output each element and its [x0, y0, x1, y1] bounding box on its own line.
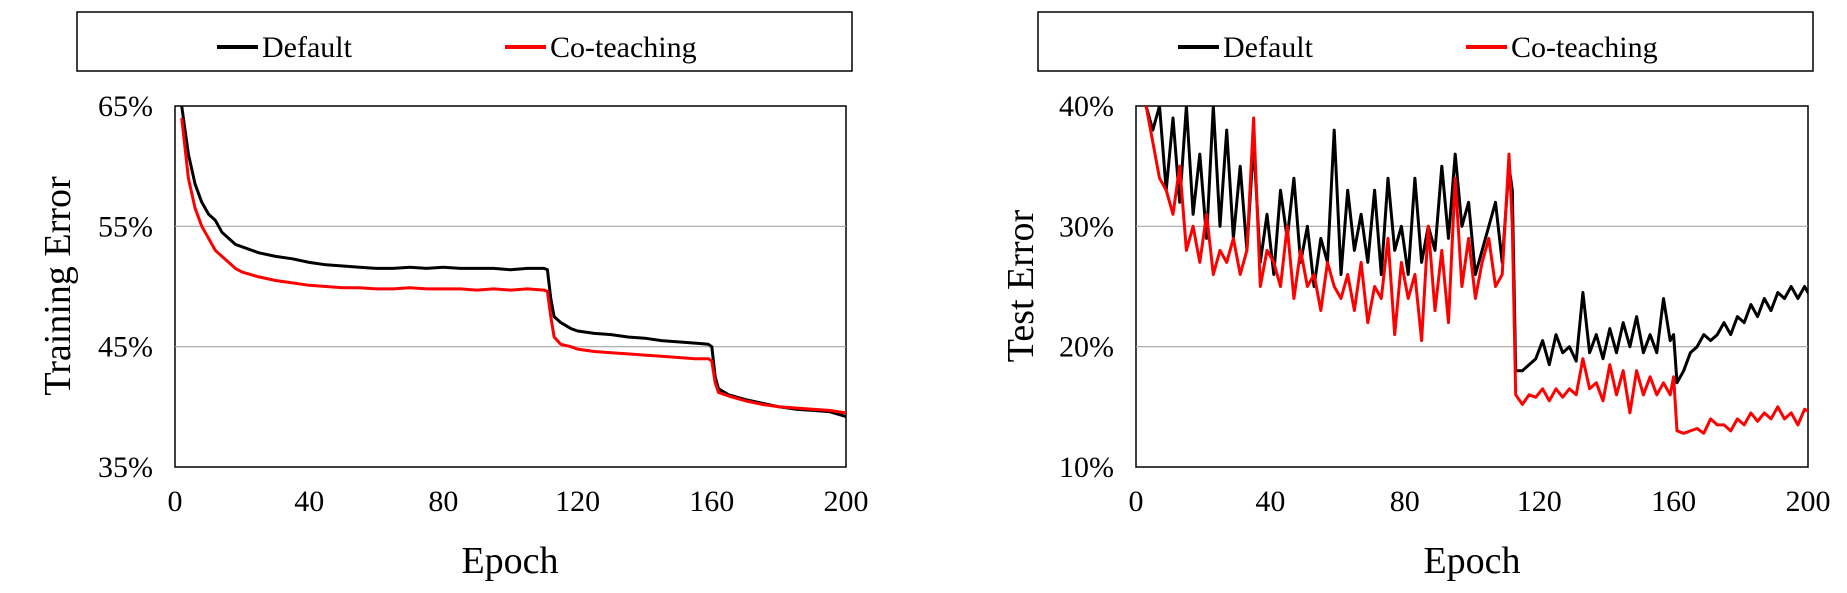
legend-box [1037, 11, 1814, 72]
test-error-chart: Default Co-teaching 10% 20% 30% 40% 0 40 80 12… [1000, 11, 1831, 582]
legend-label-default: Default [262, 31, 353, 64]
legend-box [76, 11, 853, 72]
series-lines [180, 106, 846, 418]
y-tick-label: 40% [1059, 90, 1114, 123]
series-lines [1144, 106, 1808, 435]
x-tick-label: 0 [168, 485, 183, 518]
x-tick-label: 120 [555, 485, 600, 518]
y-tick-label: 35% [98, 451, 153, 484]
x-tick-label: 120 [1517, 485, 1562, 518]
gridlines [175, 225, 846, 348]
plot-area [1135, 105, 1809, 468]
x-tick-label: 160 [1651, 485, 1696, 518]
x-tick-label: 40 [1255, 485, 1285, 518]
x-tick-label: 80 [428, 485, 458, 518]
y-tick-label: 45% [98, 331, 153, 364]
legend-label-default: Default [1223, 31, 1314, 64]
y-tick-label: 55% [98, 210, 153, 243]
x-axis-label: Epoch [1423, 540, 1520, 582]
legend-label-co-teaching: Co-teaching [550, 31, 697, 64]
x-tick-labels: 0 40 80 120 160 200 [1129, 485, 1831, 518]
y-axis-label: Test Error [1000, 209, 1042, 362]
series-line-co-teaching [1144, 106, 1808, 435]
x-tick-label: 80 [1390, 485, 1420, 518]
x-tick-label: 200 [824, 485, 869, 518]
y-tick-label: 30% [1059, 210, 1114, 243]
legend-label-co-teaching: Co-teaching [1511, 31, 1658, 64]
y-tick-label: 65% [98, 90, 153, 123]
series-line-co-teaching [180, 117, 846, 415]
y-tick-labels: 35% 45% 55% 65% [98, 90, 153, 484]
y-tick-labels: 10% 20% 30% 40% [1059, 90, 1114, 484]
x-tick-label: 160 [689, 485, 734, 518]
series-line-default [180, 106, 846, 418]
training-error-chart: Default Co-teaching 35% 45% 55% 65% 0 40 80 12… [37, 11, 869, 582]
y-axis-label: Training Error [37, 176, 79, 396]
x-tick-label: 200 [1786, 485, 1831, 518]
x-tick-label: 0 [1129, 485, 1144, 518]
x-tick-labels: 0 40 80 120 160 200 [168, 485, 869, 518]
x-tick-label: 40 [294, 485, 324, 518]
y-tick-label: 20% [1059, 331, 1114, 364]
x-axis-label: Epoch [461, 540, 558, 582]
plot-area [174, 105, 847, 468]
y-tick-label: 10% [1059, 451, 1114, 484]
